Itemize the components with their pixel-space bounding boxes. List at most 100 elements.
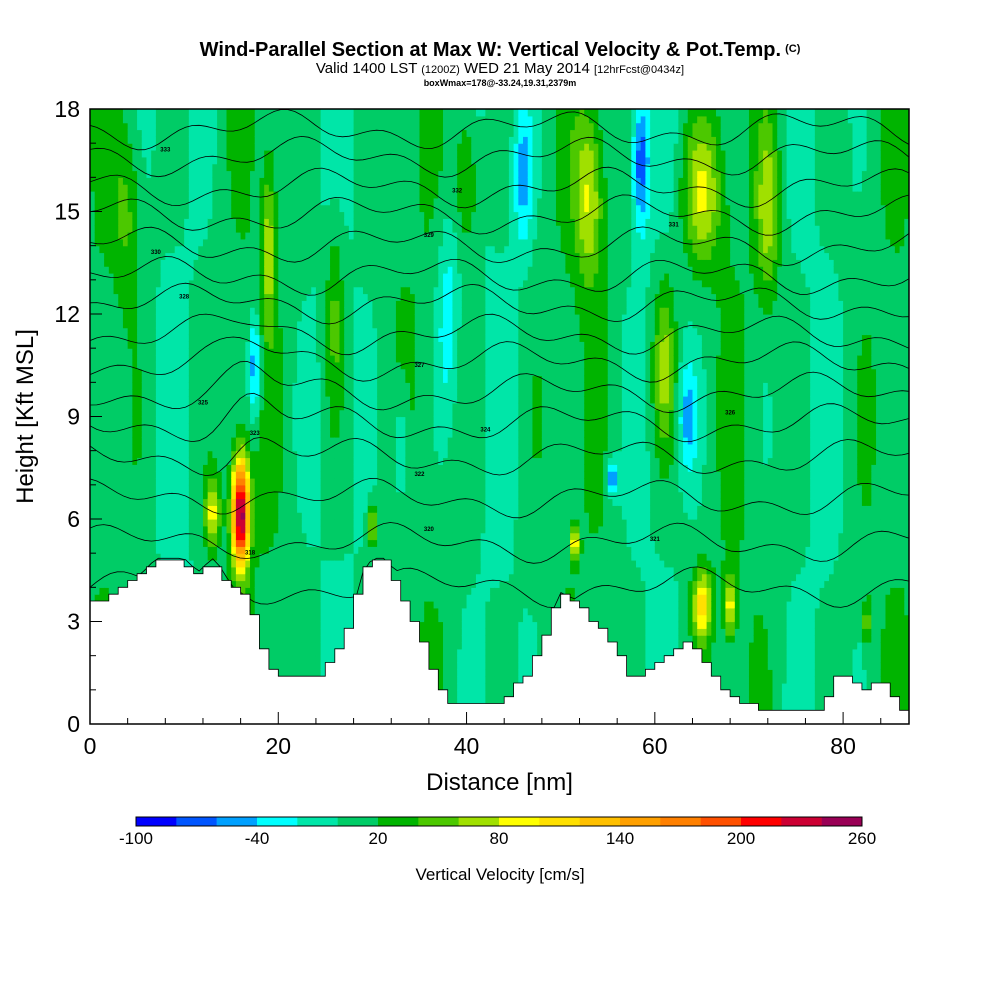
w-cell (306, 150, 312, 158)
w-cell (221, 115, 228, 124)
w-cell (137, 355, 143, 363)
w-cell (240, 163, 246, 172)
w-cell (165, 512, 171, 520)
w-cell (273, 245, 279, 254)
w-cell (151, 341, 157, 349)
w-cell (259, 539, 265, 547)
w-cell (259, 197, 265, 206)
w-cell (141, 341, 148, 349)
w-cell (217, 197, 223, 206)
w-cell (245, 546, 251, 554)
w-cell (334, 464, 341, 472)
w-cell (160, 355, 166, 363)
w-cell (297, 498, 303, 506)
w-cell (306, 614, 312, 623)
w-cell (325, 293, 331, 301)
w-cell (188, 286, 195, 295)
w-cell (207, 314, 213, 322)
w-cell (226, 430, 232, 438)
w-cell (306, 368, 312, 377)
w-cell (221, 512, 228, 520)
w-cell (160, 225, 166, 233)
w-cell (311, 245, 317, 254)
w-cell (113, 156, 119, 165)
w-cell (311, 423, 317, 431)
w-cell (273, 464, 279, 472)
w-cell (231, 232, 237, 240)
w-cell (94, 573, 101, 582)
w-cell (278, 525, 284, 534)
w-cell (170, 170, 176, 178)
w-cell (330, 143, 336, 151)
w-cell (306, 471, 312, 479)
w-cell (292, 573, 298, 582)
w-cell (202, 163, 209, 172)
w-cell (122, 341, 129, 349)
w-cell (151, 170, 157, 178)
w-cell (188, 266, 195, 274)
w-cell (259, 437, 265, 445)
w-cell (287, 327, 293, 336)
w-cell (273, 423, 279, 431)
w-cell (99, 491, 105, 500)
w-cell (108, 457, 115, 465)
w-cell (278, 382, 284, 390)
w-cell (207, 368, 213, 377)
w-cell (226, 505, 232, 513)
w-cell (179, 115, 185, 124)
w-cell (146, 293, 152, 301)
w-cell (226, 197, 232, 206)
w-cell (165, 532, 171, 541)
w-cell (94, 546, 101, 554)
w-cell (250, 355, 256, 363)
w-cell (137, 409, 143, 418)
w-cell (193, 156, 199, 165)
w-cell (264, 416, 270, 424)
w-cell (94, 396, 101, 404)
w-cell (108, 143, 115, 151)
w-cell (141, 211, 148, 219)
w-cell (297, 614, 303, 623)
w-cell (339, 300, 345, 308)
w-cell (90, 129, 96, 137)
w-cell (90, 532, 96, 541)
w-cell (254, 512, 261, 520)
w-cell (297, 464, 303, 472)
w-cell (90, 320, 96, 329)
w-cell (344, 396, 350, 404)
w-cell (113, 389, 119, 397)
w-cell (264, 642, 270, 650)
w-cell (184, 191, 190, 199)
w-cell (165, 375, 171, 383)
w-cell (250, 184, 256, 192)
w-cell (268, 156, 275, 165)
w-cell (254, 334, 261, 342)
w-cell (165, 546, 171, 554)
w-cell (282, 368, 289, 377)
w-cell (330, 382, 336, 390)
w-cell (226, 560, 232, 568)
w-cell (108, 320, 115, 329)
w-cell (287, 437, 293, 445)
w-cell (320, 539, 326, 547)
copyright-mark: (C) (785, 43, 801, 55)
w-cell (198, 184, 204, 192)
w-cell (118, 143, 124, 151)
w-cell (151, 539, 157, 547)
w-cell (330, 525, 336, 534)
w-cell (221, 416, 228, 424)
w-cell (198, 341, 204, 349)
w-cell (339, 491, 345, 500)
w-cell (212, 409, 218, 418)
w-cell (264, 122, 270, 131)
w-cell (137, 115, 143, 124)
w-cell (104, 471, 110, 479)
w-cell (160, 232, 166, 240)
w-cell (320, 635, 326, 643)
w-cell (259, 279, 265, 288)
w-cell (292, 505, 298, 513)
w-cell (292, 109, 298, 117)
w-cell (207, 225, 213, 233)
w-cell (344, 122, 350, 131)
w-cell (188, 402, 195, 411)
